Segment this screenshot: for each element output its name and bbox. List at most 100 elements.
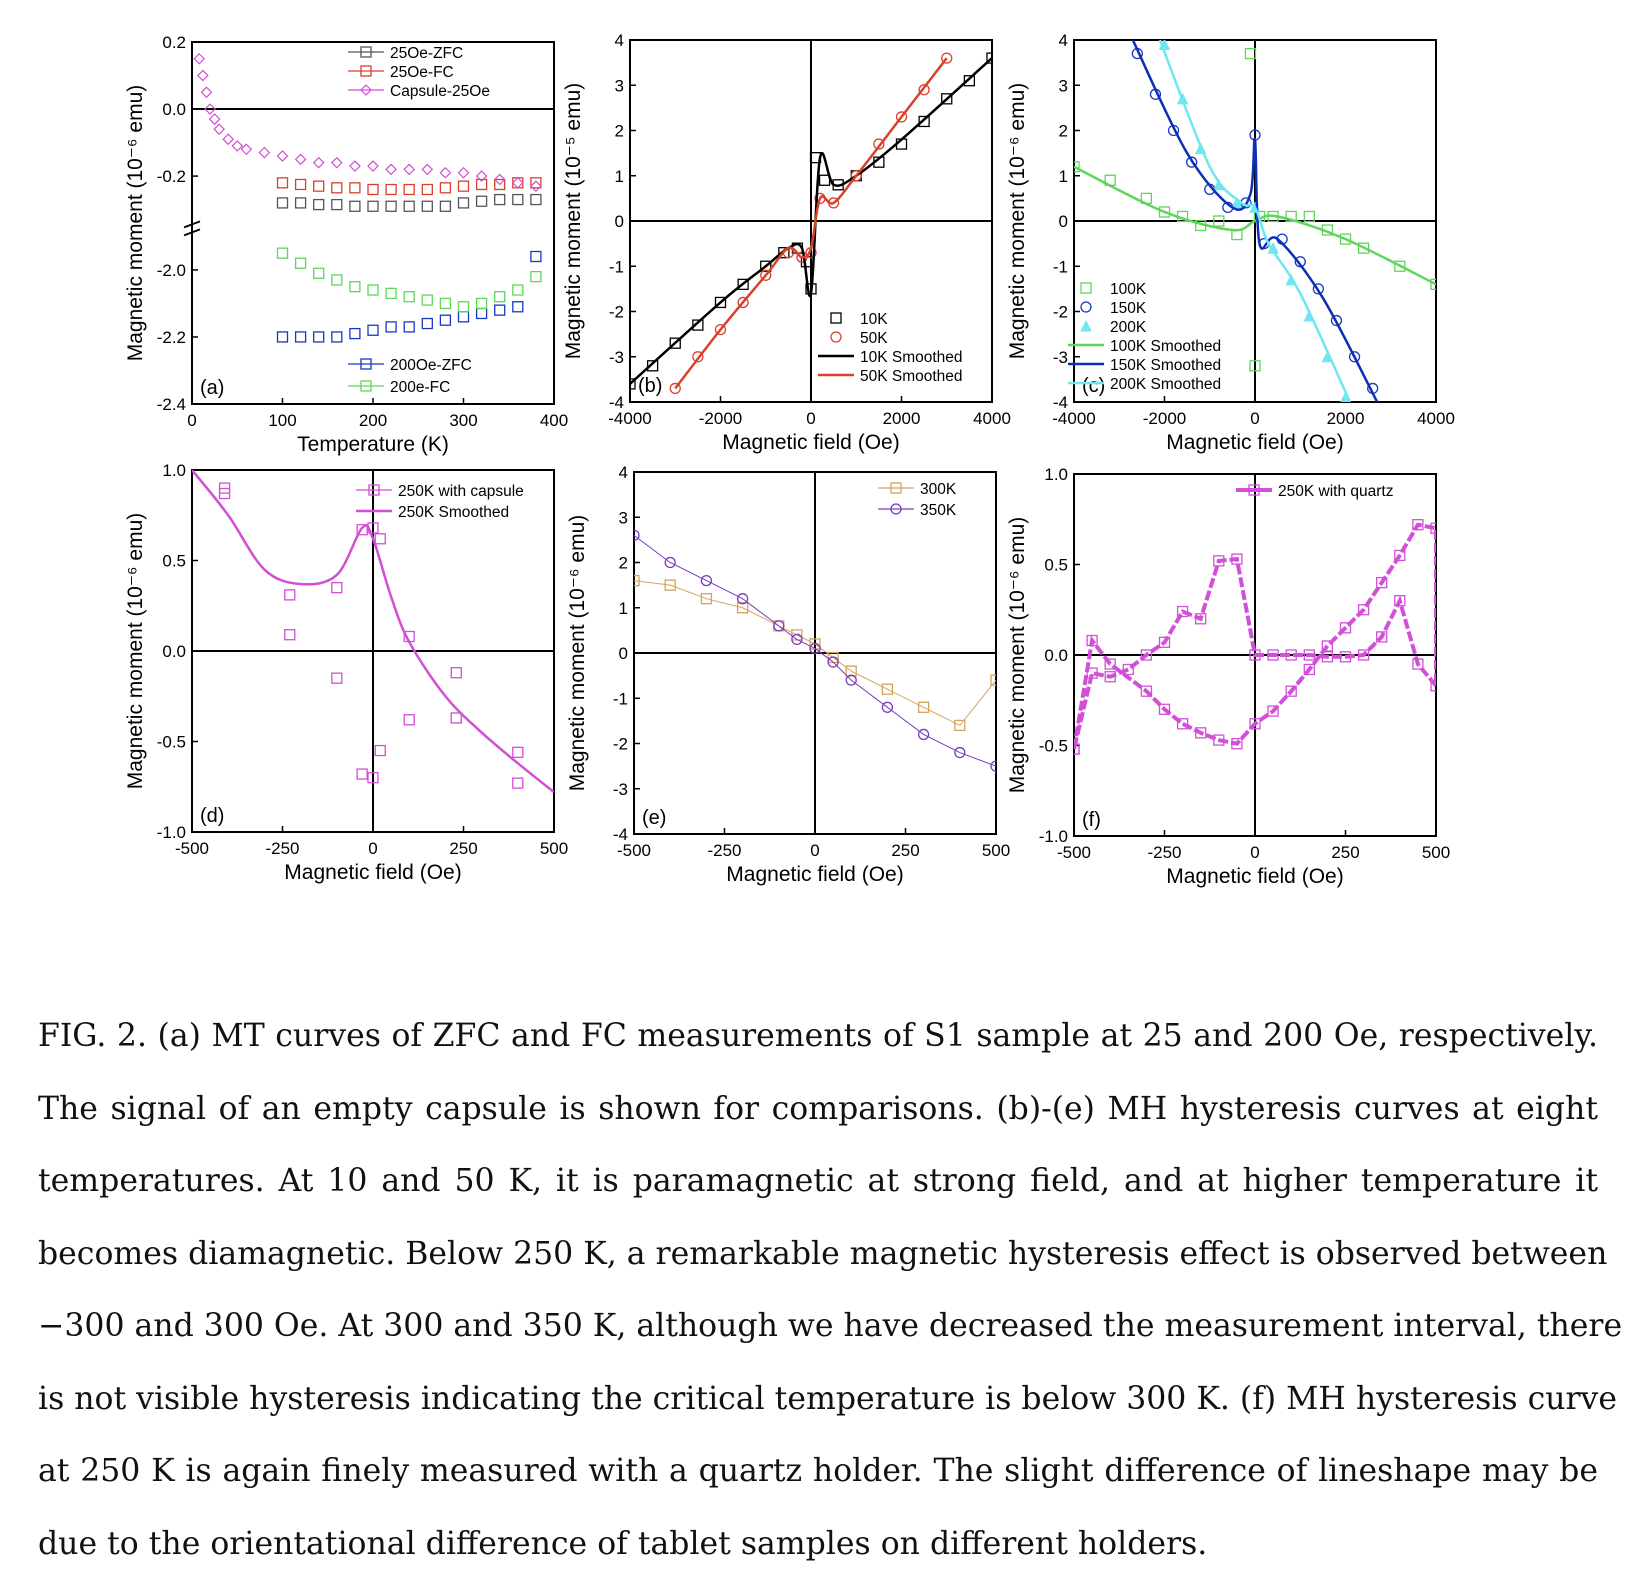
data-point <box>368 161 378 171</box>
y-tick-label: 2 <box>619 554 628 573</box>
data-point <box>278 198 288 208</box>
x-tick-label: 500 <box>1422 843 1450 862</box>
x-tick-label: 0 <box>187 411 196 430</box>
legend-label: 350K <box>920 502 957 519</box>
legend-label: 250K with capsule <box>398 483 524 500</box>
y-tick-label: 2 <box>615 122 624 141</box>
y-tick-label: 0.5 <box>1044 556 1068 575</box>
x-tick-label: 0 <box>806 409 815 428</box>
data-point <box>531 251 541 261</box>
data-point <box>422 185 432 195</box>
data-point <box>198 71 208 81</box>
data-point <box>404 322 414 332</box>
data-point <box>477 298 487 308</box>
legend-marker <box>831 332 841 342</box>
data-point <box>451 668 461 678</box>
data-point <box>440 298 450 308</box>
data-point <box>513 178 523 188</box>
data-point <box>404 292 414 302</box>
y-tick-label: -2 <box>613 735 628 754</box>
y-tick-label: -1.0 <box>1039 827 1068 846</box>
x-tick-label: 0 <box>1250 409 1259 428</box>
legend-marker <box>831 313 841 323</box>
legend-label: 50K <box>860 330 888 347</box>
x-tick-label: -2000 <box>699 409 742 428</box>
x-tick-label: -250 <box>707 841 741 860</box>
data-point <box>513 178 523 188</box>
data-point <box>531 272 541 282</box>
y-tick-label: 0 <box>615 212 624 231</box>
data-point <box>459 181 469 191</box>
data-point <box>285 590 295 600</box>
y-tick-label: -2.4 <box>157 395 186 414</box>
y-tick-label: 1 <box>1059 167 1068 186</box>
legend-label: 200e-FC <box>390 379 450 396</box>
data-point <box>477 196 487 206</box>
caption-line: becomes diamagnetic. Below 250 K, a rema… <box>38 1218 1598 1291</box>
data-point <box>332 158 342 168</box>
data-point <box>386 201 396 211</box>
caption-line: FIG. 2. (a) MT curves of ZFC and FC meas… <box>38 1000 1598 1073</box>
data-point <box>278 332 288 342</box>
data-point <box>513 302 523 312</box>
y-tick-label: 2 <box>1059 122 1068 141</box>
y-tick-label: -1 <box>609 257 624 276</box>
x-tick-label: -250 <box>1147 843 1181 862</box>
x-axis-label: Magnetic field (Oe) <box>1166 865 1343 888</box>
data-point <box>350 161 360 171</box>
caption-line: is not visible hysteresis indicating the… <box>38 1363 1598 1436</box>
data-point <box>214 124 224 134</box>
legend: 25Oe-ZFC25Oe-FCCapsule-25Oe200Oe-ZFC200e… <box>348 45 490 396</box>
data-point <box>368 325 378 335</box>
data-point <box>459 312 469 322</box>
legend-label: 10K Smoothed <box>860 349 963 366</box>
legend: 300K 350K <box>878 481 957 519</box>
y-axis-label: Magnetic moment (10⁻⁵ emu) <box>562 83 585 360</box>
legend-label: 10K <box>860 311 888 328</box>
y-tick-label: 4 <box>1059 31 1068 50</box>
data-point <box>451 713 461 723</box>
data-point <box>368 201 378 211</box>
data-point <box>386 322 396 332</box>
data-point <box>332 275 342 285</box>
data-point <box>314 332 324 342</box>
data-point <box>210 114 220 124</box>
legend-label: 25Oe-ZFC <box>390 45 463 62</box>
x-axis-label: Magnetic field (Oe) <box>722 431 899 454</box>
x-axis-label: Magnetic field (Oe) <box>726 863 903 886</box>
data-point <box>375 746 385 756</box>
data-point <box>531 195 541 205</box>
data-point <box>386 164 396 174</box>
x-tick-label: 0 <box>810 841 819 860</box>
legend-label: 25Oe-FC <box>390 64 454 81</box>
legend-marker <box>1081 321 1091 331</box>
y-tick-label: 0 <box>619 644 628 663</box>
figure-caption: FIG. 2. (a) MT curves of ZFC and FC meas… <box>38 1000 1598 1580</box>
data-point <box>368 285 378 295</box>
data-point <box>422 319 432 329</box>
x-axis-label: Magnetic field (Oe) <box>284 861 461 884</box>
panel-label: (b) <box>638 375 662 397</box>
data-point <box>440 183 450 193</box>
y-tick-label: 0.2 <box>162 33 186 52</box>
legend-label: 300K <box>920 481 957 498</box>
panel-label: (d) <box>200 805 224 827</box>
data-point <box>223 134 233 144</box>
caption-line: The signal of an empty capsule is shown … <box>38 1073 1598 1146</box>
y-tick-label: 3 <box>615 76 624 95</box>
data-point <box>278 248 288 258</box>
data-point <box>513 747 523 757</box>
panel-label: (e) <box>642 807 666 829</box>
y-tick-label: -1 <box>613 689 628 708</box>
y-tick-label: 0.0 <box>1044 646 1068 665</box>
data-point <box>422 164 432 174</box>
x-axis-label: Magnetic field (Oe) <box>1166 431 1343 454</box>
data-point <box>386 288 396 298</box>
y-tick-label: -2 <box>1053 303 1068 322</box>
data-point <box>495 195 505 205</box>
data-point <box>259 148 269 158</box>
y-tick-label: 0.0 <box>162 100 186 119</box>
